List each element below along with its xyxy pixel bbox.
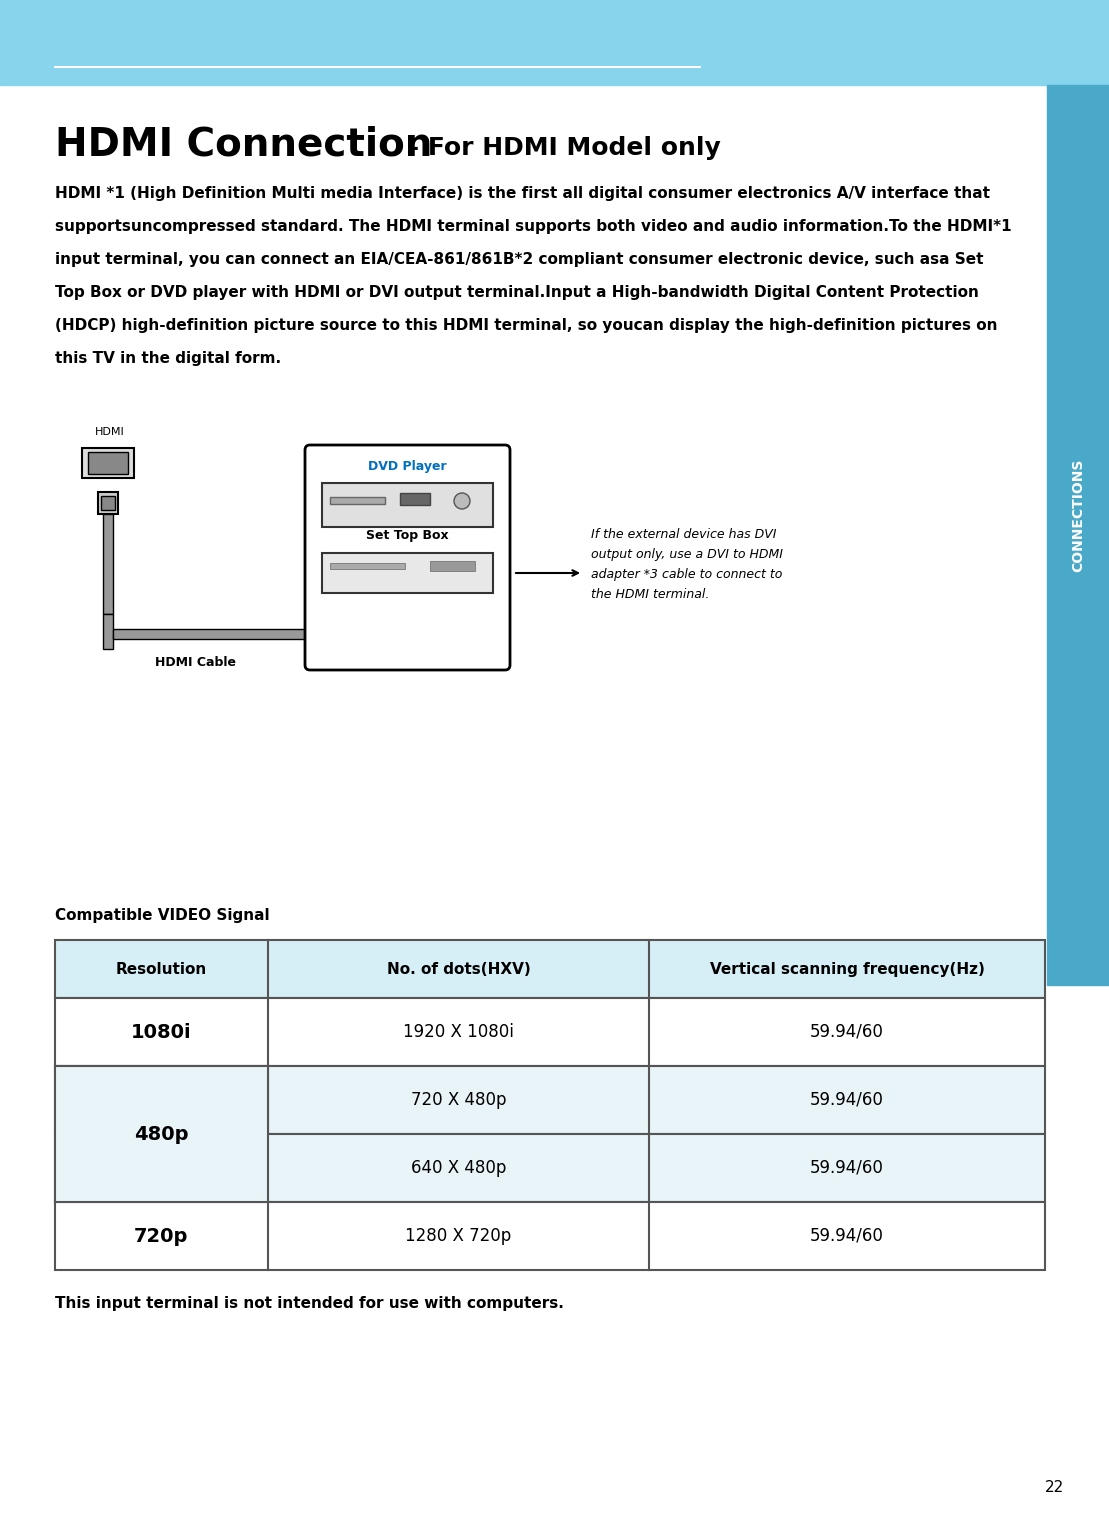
Circle shape (454, 493, 470, 509)
Text: 720 X 480p: 720 X 480p (410, 1090, 506, 1109)
Text: 720p: 720p (134, 1226, 189, 1246)
Bar (430, 560, 475, 571)
Bar (103, 513, 113, 614)
Bar (322, 483, 494, 527)
Bar (113, 629, 333, 640)
Bar (400, 493, 430, 506)
Bar (55, 1135, 1045, 1202)
Text: Top Box or DVD player with HDMI or DVI output terminal.Input a High-bandwidth Di: Top Box or DVD player with HDMI or DVI o… (55, 285, 979, 300)
Text: 59.94/60: 59.94/60 (810, 1090, 884, 1109)
Text: input terminal, you can connect an EIA/CEA-861/861B*2 compliant consumer electro: input terminal, you can connect an EIA/C… (55, 251, 984, 267)
Bar (55, 940, 1045, 998)
FancyBboxPatch shape (305, 445, 510, 670)
Text: Set Top Box: Set Top Box (366, 528, 449, 542)
Bar (55, 1066, 1045, 1135)
Text: HDMI Cable: HDMI Cable (155, 656, 236, 669)
Text: (HDCP) high-definition picture source to this HDMI terminal, so youcan display t: (HDCP) high-definition picture source to… (55, 318, 997, 334)
Text: supportsuncompressed standard. The HDMI terminal supports both video and audio i: supportsuncompressed standard. The HDMI … (55, 219, 1011, 235)
Text: Compatible VIDEO Signal: Compatible VIDEO Signal (55, 908, 269, 923)
Bar (1047, 85, 1109, 985)
Text: DVD Player: DVD Player (368, 460, 447, 474)
Bar (82, 448, 134, 478)
Text: This input terminal is not intended for use with computers.: This input terminal is not intended for … (55, 1296, 563, 1311)
Text: HDMI *1 (High Definition Multi media Interface) is the first all digital consume: HDMI *1 (High Definition Multi media Int… (55, 186, 990, 201)
Bar (322, 553, 494, 592)
Bar (330, 564, 405, 570)
Text: 1280 X 720p: 1280 X 720p (405, 1228, 511, 1244)
Text: 22: 22 (1046, 1480, 1065, 1496)
Text: 59.94/60: 59.94/60 (810, 1023, 884, 1042)
Text: 1080i: 1080i (131, 1022, 192, 1042)
Text: adapter *3 cable to connect to: adapter *3 cable to connect to (591, 568, 782, 580)
Text: output only, use a DVI to HDMI: output only, use a DVI to HDMI (591, 548, 783, 560)
Bar (101, 496, 115, 510)
Bar (98, 492, 118, 513)
Bar (55, 1202, 1045, 1270)
Text: If the external device has DVI: If the external device has DVI (591, 528, 776, 541)
Bar (55, 1066, 268, 1202)
Bar (103, 614, 113, 649)
Text: the HDMI terminal.: the HDMI terminal. (591, 588, 710, 602)
Text: 59.94/60: 59.94/60 (810, 1228, 884, 1244)
Text: CONNECTIONS: CONNECTIONS (1071, 458, 1085, 571)
Text: HDMI: HDMI (95, 426, 124, 437)
Text: No. of dots(HXV): No. of dots(HXV) (387, 961, 530, 976)
Text: - For HDMI Model only: - For HDMI Model only (400, 136, 721, 160)
Text: Vertical scanning frequency(Hz): Vertical scanning frequency(Hz) (710, 961, 985, 976)
Text: 59.94/60: 59.94/60 (810, 1159, 884, 1177)
Text: 640 X 480p: 640 X 480p (410, 1159, 506, 1177)
Bar (330, 496, 385, 504)
Text: Resolution: Resolution (115, 961, 207, 976)
Bar (0, 0, 1109, 85)
Bar (88, 452, 128, 474)
Bar (55, 998, 1045, 1066)
Text: HDMI Connection: HDMI Connection (55, 125, 433, 163)
Text: this TV in the digital form.: this TV in the digital form. (55, 350, 281, 366)
Text: 480p: 480p (134, 1124, 189, 1144)
Text: 1920 X 1080i: 1920 X 1080i (403, 1023, 513, 1042)
